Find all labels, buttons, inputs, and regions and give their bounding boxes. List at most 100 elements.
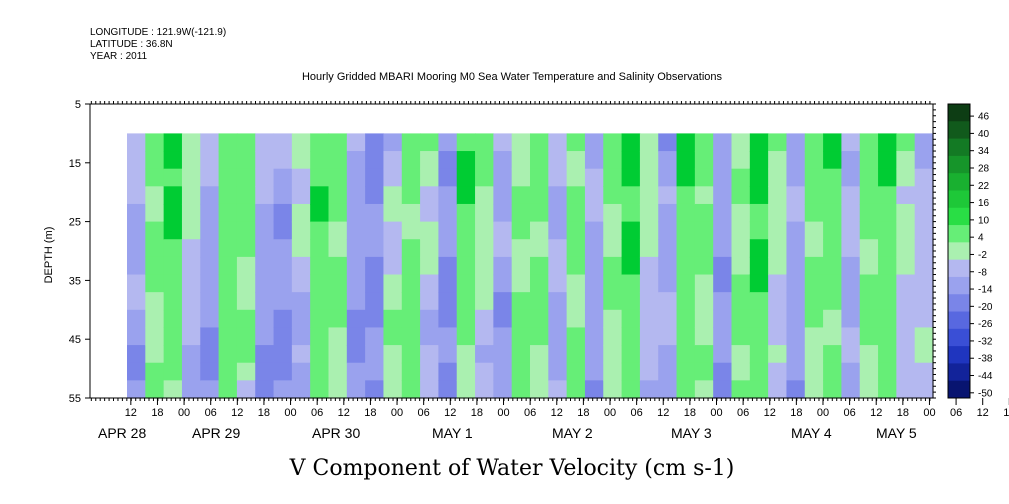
- heatmap-cell: [145, 327, 165, 346]
- heatmap-cell: [273, 168, 293, 187]
- heatmap-cell: [530, 239, 549, 258]
- heatmap-cell: [823, 203, 843, 223]
- heatmap-cell: [255, 327, 275, 346]
- heatmap-cell: [328, 221, 348, 240]
- heatmap-cell: [896, 239, 916, 258]
- plot-area: 5 15 25 35 45 55 12 18 00 06 12 18 00 06 12 18 00 06 12 18…: [69, 99, 1009, 419]
- heatmap-cell: [530, 292, 549, 311]
- heatmap-cell: [346, 256, 366, 276]
- heatmap-cell: [676, 151, 696, 170]
- heatmap-cell: [786, 203, 806, 223]
- heatmap-cell: [859, 327, 879, 346]
- heatmap-cell: [639, 327, 659, 346]
- heatmap-cell: [365, 221, 385, 240]
- heatmap-cell: [786, 309, 806, 329]
- heatmap-cell: [713, 221, 733, 240]
- heatmap-cell: [914, 256, 934, 276]
- heatmap-cell: [639, 186, 659, 205]
- heatmap-cell: [181, 380, 201, 399]
- heatmap-cell: [676, 239, 696, 258]
- heatmap-cell: [786, 345, 806, 364]
- x-tick-label: 12: [764, 407, 776, 419]
- heatmap-cell: [145, 203, 165, 223]
- heatmap-cell: [530, 151, 549, 170]
- heatmap-cell: [713, 256, 733, 276]
- x-tick-label: 12: [657, 407, 669, 419]
- chart-title: Hourly Gridded MBARI Mooring M0 Sea Wate…: [302, 71, 723, 83]
- heatmap-cell: [731, 274, 751, 293]
- y-tick-label: 45: [69, 334, 81, 346]
- heatmap-cell: [896, 221, 916, 240]
- heatmap-cell: [749, 186, 769, 205]
- heatmap-cell: [401, 168, 421, 187]
- heatmap-cell: [456, 345, 476, 364]
- heatmap-cell: [621, 309, 641, 329]
- heatmap-cell: [475, 239, 494, 258]
- heatmap-cell: [749, 168, 769, 187]
- heatmap-cell: [456, 327, 476, 346]
- heatmap-cell: [768, 327, 788, 346]
- heatmap-cell: [896, 151, 916, 170]
- heatmap-cell: [475, 168, 494, 187]
- heatmap-cell: [878, 327, 897, 346]
- heatmap-cell: [530, 133, 549, 152]
- heatmap-cell: [731, 292, 751, 311]
- heatmap-cell: [365, 203, 385, 223]
- heatmap-cell: [163, 362, 183, 381]
- heatmap-cell: [713, 186, 733, 205]
- heatmap-cell: [749, 345, 769, 364]
- heatmap-cell: [236, 151, 256, 170]
- heatmap-cell: [310, 362, 330, 381]
- heatmap-cell: [401, 292, 421, 311]
- heatmap-cell: [768, 274, 788, 293]
- heatmap-cell: [731, 327, 751, 346]
- heatmap-cell: [676, 309, 696, 329]
- x-tick-label: 12: [977, 407, 989, 419]
- heatmap-cell: [841, 345, 861, 364]
- colorbar-bin: [948, 121, 970, 140]
- heatmap-cell: [804, 380, 824, 399]
- heatmap-cell: [328, 362, 348, 381]
- heatmap-cell: [530, 380, 549, 399]
- colorbar-tick-label: 4: [978, 233, 984, 244]
- x-tick-label: 06: [843, 407, 855, 419]
- heatmap-cell: [255, 345, 275, 364]
- heatmap-cell: [548, 186, 568, 205]
- heatmap-cell: [713, 292, 733, 311]
- heatmap-cell: [896, 380, 916, 399]
- heatmap-cell: [236, 256, 256, 276]
- x-tick-label: 12: [551, 407, 563, 419]
- heatmap-cell: [420, 168, 440, 187]
- heatmap-cell: [548, 151, 568, 170]
- heatmap-cell: [786, 292, 806, 311]
- heatmap-cell: [749, 256, 769, 276]
- heatmap-cell: [566, 292, 586, 311]
- heatmap-cell: [511, 168, 531, 187]
- heatmap-cell: [420, 133, 440, 152]
- heatmap-cell: [328, 380, 348, 399]
- heatmap-cell: [749, 274, 769, 293]
- x-tick-label: 18: [577, 407, 589, 419]
- x-axis: 12 18 00 06 12 18 00 06 12 18 00 06 12 18 00 06 12 18 00 06…: [90, 101, 1009, 419]
- heatmap-cell: [859, 309, 879, 329]
- heatmap-cell: [236, 309, 256, 329]
- heatmap-cell: [255, 309, 275, 329]
- heatmap-cell: [676, 362, 696, 381]
- heatmap-cell: [584, 203, 604, 223]
- heatmap-cell: [749, 292, 769, 311]
- heatmap-cell: [878, 133, 897, 152]
- heatmap-cell: [731, 221, 751, 240]
- heatmap-cell: [713, 309, 733, 329]
- heatmap-cell: [859, 345, 879, 364]
- heatmap-cell: [603, 380, 623, 399]
- heatmap-cell: [878, 168, 897, 187]
- y-tick-label: 5: [75, 99, 81, 111]
- heatmap-cell: [566, 380, 586, 399]
- heatmap-cell: [493, 256, 513, 276]
- heatmap-cell: [731, 168, 751, 187]
- heatmap-cell: [291, 345, 311, 364]
- heatmap-cell: [841, 203, 861, 223]
- heatmap-cell: [676, 380, 696, 399]
- heatmap-cell: [694, 168, 714, 187]
- heatmap-cell: [749, 327, 769, 346]
